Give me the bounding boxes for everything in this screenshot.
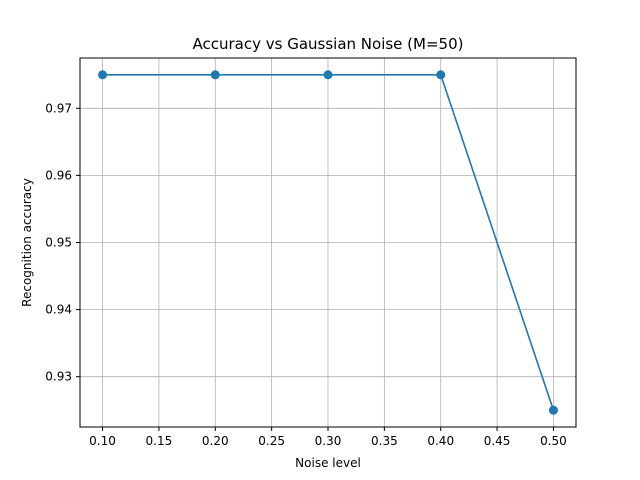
y-tick-label: 0.95 xyxy=(45,236,72,250)
x-tick-label: 0.50 xyxy=(540,434,567,448)
data-point xyxy=(436,70,446,80)
y-tick-label: 0.94 xyxy=(45,303,72,317)
chart-title: Accuracy vs Gaussian Noise (M=50) xyxy=(193,35,464,53)
data-point xyxy=(548,405,558,415)
y-tick-label: 0.96 xyxy=(45,168,72,182)
plot-frame xyxy=(79,57,577,428)
x-tick-label: 0.45 xyxy=(484,434,511,448)
x-axis-ticks: 0.10 0.15 0.20 0.25 0.30 0.35 0.40 0.45 0.50 xyxy=(89,427,567,448)
data-point xyxy=(98,70,108,80)
y-tick-label: 0.97 xyxy=(45,101,72,115)
x-tick-label: 0.10 xyxy=(89,434,116,448)
series-layer xyxy=(98,70,558,415)
x-tick-label: 0.15 xyxy=(146,434,173,448)
x-tick-label: 0.40 xyxy=(427,434,454,448)
y-axis-label: Recognition accuracy xyxy=(20,178,34,307)
y-tick-label: 0.93 xyxy=(45,370,72,384)
x-axis-label: Noise level xyxy=(295,456,361,470)
grid-layer xyxy=(80,58,576,427)
data-point xyxy=(210,70,220,80)
x-tick-label: 0.20 xyxy=(202,434,229,448)
x-tick-label: 0.25 xyxy=(258,434,285,448)
x-tick-label: 0.30 xyxy=(315,434,342,448)
x-tick-label: 0.35 xyxy=(371,434,398,448)
data-point xyxy=(323,70,333,80)
y-axis-ticks: 0.93 0.94 0.95 0.96 0.97 xyxy=(45,101,80,384)
